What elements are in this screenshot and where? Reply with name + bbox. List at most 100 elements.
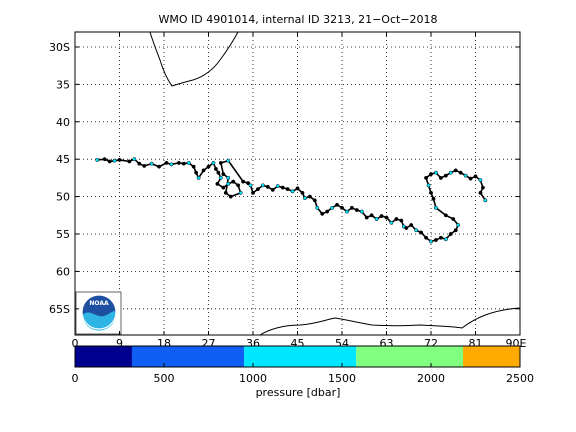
track-point (349, 205, 354, 210)
track-point (480, 185, 485, 190)
track-point (379, 214, 384, 218)
track-point (275, 184, 280, 189)
track-point (248, 183, 253, 188)
y-tick-label: 35 (56, 78, 70, 91)
track-point (359, 209, 364, 214)
y-tick-label: 30S (49, 41, 70, 54)
colorbar-tick-label: 2000 (417, 372, 445, 385)
y-tick-label: 55 (56, 228, 70, 241)
antarctica-coastline (259, 307, 521, 336)
track-point (231, 179, 236, 184)
track-point (429, 239, 433, 244)
y-tick-label: 40 (56, 116, 70, 129)
track-point (211, 160, 216, 165)
colorbar-segment (356, 346, 464, 367)
track-point (414, 228, 419, 233)
colorbar-tick-label: 0 (72, 372, 79, 385)
track-point (419, 230, 424, 235)
colorbar-frame (74, 345, 521, 368)
pressure-colorbar: 0 500 1000 1500 2000 2500 (72, 345, 534, 385)
track-point (251, 190, 255, 195)
track-point (226, 181, 231, 186)
track-point (265, 184, 270, 189)
track-point (399, 218, 404, 223)
track-point (320, 211, 325, 216)
colorbar-segment (463, 346, 520, 367)
track-point (374, 217, 379, 221)
colorbar-tick-label: 1000 (239, 372, 267, 385)
map-plot-area: NOAA (74, 31, 521, 336)
track-point (468, 176, 473, 181)
track-point (215, 181, 220, 186)
plot-frame (74, 31, 521, 336)
track-point (443, 213, 448, 218)
track-point (295, 186, 300, 191)
track-point (429, 190, 433, 195)
track-point (132, 157, 137, 162)
track-point (478, 190, 483, 195)
track-point (196, 175, 201, 180)
y-axis: 30S 35 40 45 50 55 60 65S (49, 41, 520, 316)
track-point (458, 170, 463, 175)
track-point (384, 215, 389, 220)
colorbar-tick-label: 500 (154, 372, 175, 385)
track-point (300, 190, 305, 195)
africa-coastline (149, 31, 239, 87)
float-track (95, 157, 488, 244)
track-point (456, 223, 461, 227)
track-point (285, 187, 290, 192)
track-point (221, 172, 226, 177)
track-point (330, 205, 335, 210)
track-point (354, 208, 359, 213)
track-point (280, 185, 285, 190)
track-point (112, 158, 117, 163)
track-point (312, 198, 317, 203)
track-point (127, 159, 132, 164)
track-point (149, 161, 154, 166)
track-point (478, 178, 483, 183)
track-point (409, 223, 414, 227)
track-point (424, 235, 429, 240)
colorbar-label: pressure [dbar] (256, 386, 341, 399)
track-point (429, 172, 433, 177)
track-point (451, 217, 456, 221)
y-tick-label: 65S (49, 303, 70, 316)
track-point (335, 202, 340, 207)
track-point (236, 183, 241, 188)
track-point (102, 157, 107, 162)
track-point (364, 215, 369, 220)
track-point (216, 170, 221, 175)
track-point (218, 175, 223, 180)
track-point (226, 175, 231, 180)
track-point (438, 175, 443, 180)
track-point (270, 187, 275, 192)
track-point (443, 173, 448, 178)
noaa-logo: NOAA (75, 291, 122, 335)
track-point (344, 209, 349, 214)
track-point (169, 162, 174, 167)
track-point (443, 237, 448, 242)
track-point (448, 232, 453, 236)
grid-lines (75, 32, 520, 335)
track-point (463, 173, 468, 178)
x-tick-label: 9 (116, 337, 123, 350)
track-point (394, 217, 399, 221)
track-point (389, 220, 394, 225)
track-point (438, 235, 443, 240)
colorbar-tick-label: 2500 (506, 372, 534, 385)
track-point (191, 164, 196, 169)
track-point (213, 166, 218, 171)
track-point (226, 158, 231, 163)
track-point (241, 179, 246, 184)
track-point (95, 157, 100, 162)
track-point (307, 194, 312, 199)
svg-text:NOAA: NOAA (89, 300, 109, 307)
track-point (404, 226, 409, 230)
y-tick-label: 45 (56, 153, 70, 166)
track-point (238, 190, 243, 195)
track-point (228, 194, 233, 199)
track-point (340, 205, 344, 210)
track-point (206, 164, 211, 169)
track-point (426, 183, 431, 188)
